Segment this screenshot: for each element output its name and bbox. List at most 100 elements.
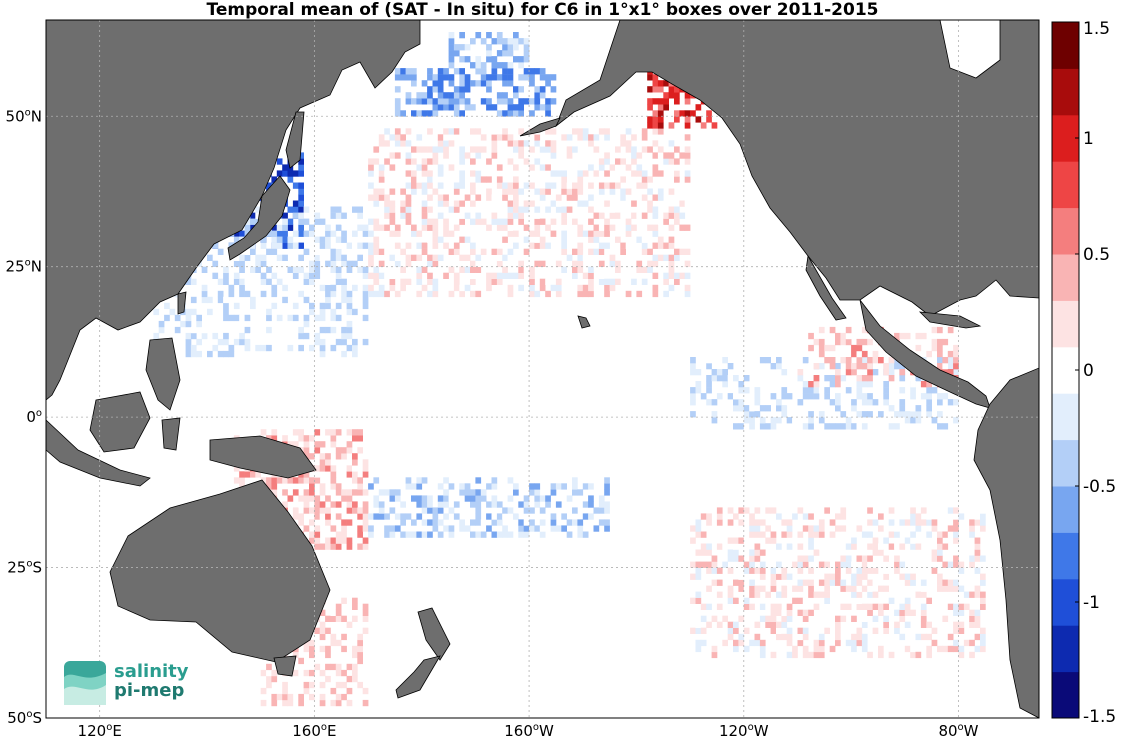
data-cell bbox=[937, 549, 943, 556]
data-cell bbox=[851, 363, 857, 370]
data-cell bbox=[808, 597, 814, 604]
data-cell bbox=[496, 176, 503, 183]
data-cell bbox=[727, 507, 734, 514]
data-cell bbox=[502, 254, 508, 261]
data-cell bbox=[690, 110, 696, 117]
data-cell bbox=[539, 92, 546, 99]
data-cell bbox=[620, 176, 626, 183]
data-cell bbox=[411, 188, 417, 195]
data-cell bbox=[266, 669, 272, 677]
data-cell bbox=[851, 561, 857, 568]
data-cell bbox=[287, 224, 294, 231]
data-cell bbox=[652, 212, 659, 219]
data-cell bbox=[169, 308, 176, 316]
data-cell bbox=[314, 429, 321, 436]
data-cell bbox=[695, 627, 702, 634]
data-cell bbox=[362, 687, 369, 695]
data-cell bbox=[271, 675, 278, 683]
data-cell bbox=[738, 615, 745, 622]
data-cell bbox=[942, 645, 949, 653]
data-cell bbox=[529, 525, 535, 532]
data-cell bbox=[818, 338, 825, 346]
data-cell bbox=[958, 651, 965, 659]
data-cell bbox=[448, 495, 455, 502]
data-cell bbox=[861, 411, 868, 418]
data-cell bbox=[453, 50, 460, 57]
data-cell bbox=[421, 519, 428, 526]
data-cell bbox=[335, 489, 342, 496]
data-cell bbox=[352, 435, 358, 442]
data-cell bbox=[674, 86, 680, 93]
data-cell bbox=[851, 591, 857, 598]
data-cell bbox=[507, 182, 514, 189]
data-cell bbox=[389, 152, 396, 159]
data-cell bbox=[303, 687, 310, 695]
data-cell bbox=[384, 170, 390, 177]
data-cell bbox=[824, 579, 830, 586]
data-cell bbox=[250, 296, 256, 304]
data-cell bbox=[346, 308, 353, 316]
data-cell bbox=[663, 152, 669, 159]
data-cell bbox=[319, 501, 326, 508]
data-cell bbox=[550, 98, 557, 105]
data-cell bbox=[223, 272, 229, 279]
data-cell bbox=[319, 308, 326, 316]
data-cell bbox=[915, 513, 922, 520]
data-cell bbox=[684, 290, 691, 298]
data-cell bbox=[813, 549, 820, 556]
data-cell bbox=[529, 290, 535, 298]
data-cell bbox=[341, 212, 347, 219]
land-borneo bbox=[89, 391, 151, 453]
data-cell bbox=[416, 477, 423, 484]
data-cell bbox=[947, 561, 954, 568]
data-cell bbox=[314, 218, 321, 225]
data-cell bbox=[926, 633, 932, 641]
data-cell bbox=[641, 194, 648, 201]
data-cell bbox=[287, 441, 294, 448]
data-cell bbox=[727, 375, 734, 382]
data-cell bbox=[861, 357, 868, 364]
data-cell bbox=[459, 236, 465, 243]
data-cell bbox=[759, 561, 766, 568]
data-cell bbox=[942, 363, 949, 370]
data-cell bbox=[572, 182, 578, 189]
data-cell bbox=[298, 308, 304, 316]
data-cell bbox=[298, 477, 304, 484]
data-cell bbox=[330, 326, 337, 334]
data-cell bbox=[765, 525, 771, 532]
data-cell bbox=[770, 621, 777, 628]
data-cell bbox=[448, 507, 455, 514]
data-cell bbox=[824, 344, 830, 352]
data-cell bbox=[437, 164, 444, 171]
data-cell bbox=[330, 465, 337, 472]
data-cell bbox=[491, 152, 498, 159]
data-cell bbox=[250, 242, 256, 249]
data-cell bbox=[668, 206, 675, 213]
data-cell bbox=[663, 158, 669, 165]
data-cell bbox=[427, 531, 433, 538]
data-cell bbox=[894, 332, 900, 340]
data-cell bbox=[309, 645, 315, 653]
data-cell bbox=[652, 260, 659, 267]
data-cell bbox=[652, 170, 659, 177]
data-cell bbox=[937, 573, 943, 580]
data-cell bbox=[475, 519, 482, 526]
data-cell bbox=[561, 176, 567, 183]
data-cell bbox=[690, 387, 696, 394]
data-cell bbox=[835, 615, 841, 622]
data-cell bbox=[335, 242, 342, 249]
data-cell bbox=[534, 489, 541, 496]
data-cell bbox=[502, 266, 508, 273]
data-cell bbox=[749, 531, 755, 538]
data-cell bbox=[346, 290, 353, 298]
data-cell bbox=[802, 633, 809, 641]
data-cell bbox=[598, 495, 605, 502]
data-cell bbox=[915, 405, 922, 412]
data-cell bbox=[523, 531, 530, 538]
chart-title: Temporal mean of (SAT - In situ) for C6 … bbox=[206, 0, 879, 20]
data-cell bbox=[443, 224, 449, 231]
data-cell bbox=[405, 182, 412, 189]
data-cell bbox=[690, 357, 696, 364]
data-cell bbox=[652, 242, 659, 249]
data-cell bbox=[330, 344, 337, 352]
